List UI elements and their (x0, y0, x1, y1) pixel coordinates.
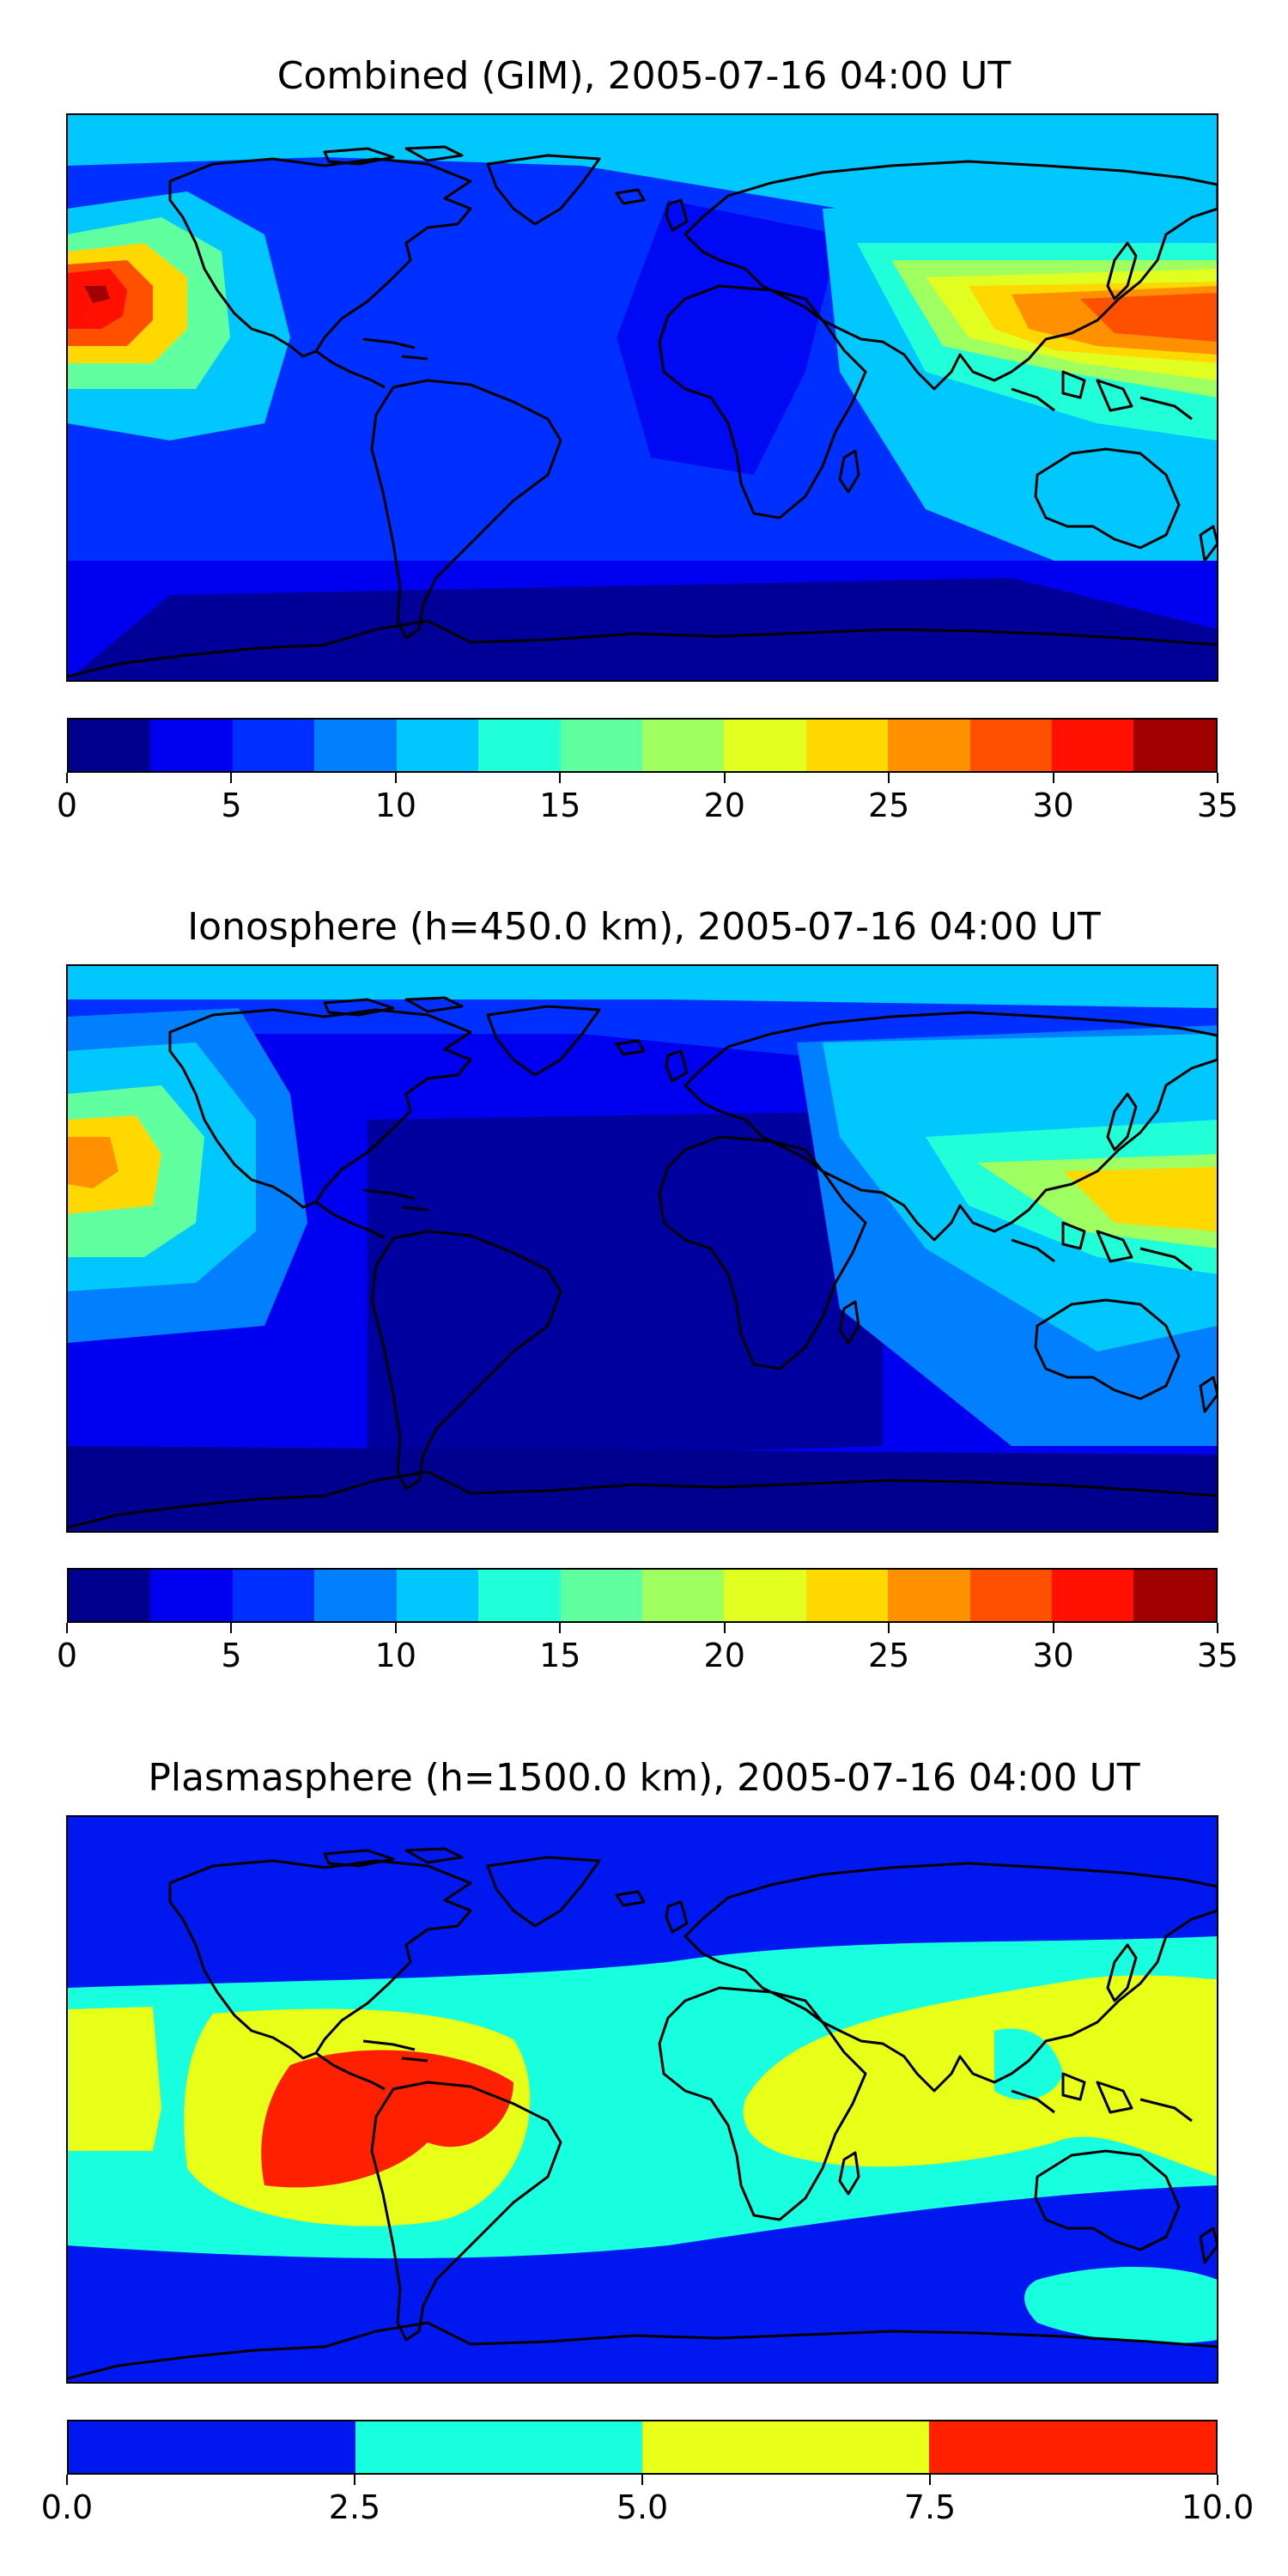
colorbar-segment (69, 720, 151, 771)
panel-title-combined: Combined (GIM), 2005-07-16 04:00 UT (276, 54, 1012, 98)
colorbar-segment (888, 1570, 970, 1621)
colorbar-segment (314, 1570, 397, 1621)
colorbar-tick-label: 10 (374, 1637, 417, 1674)
map-combined (67, 114, 1218, 681)
map-plasmasphere-frame (66, 1815, 1218, 2384)
colorbar-plasmasphere-ticks: 0.0 2.5 5.0 7.5 10.0 (41, 2475, 1254, 2526)
colorbar-tick (723, 773, 726, 783)
colorbar-tick (888, 1623, 890, 1633)
colorbar-tick (230, 773, 233, 783)
colorbar-tick-label: 10.0 (1181, 2488, 1255, 2526)
colorbar-tick (1217, 773, 1218, 783)
colorbar-tick-label: 5.0 (616, 2488, 669, 2526)
colorbar-segment (969, 1570, 1053, 1621)
colorbar-segment (724, 1570, 806, 1621)
colorbar-tick-label: 35 (1196, 787, 1239, 824)
colorbar-tick (1052, 1623, 1054, 1633)
colorbar-tick-label: 30 (1032, 1637, 1074, 1674)
colorbar-segment (929, 2421, 1216, 2473)
colorbar-combined (67, 718, 1218, 773)
colorbar-tick (723, 1623, 726, 1633)
colorbar-tick-label: 0 (56, 1637, 78, 1674)
colorbar-segment (150, 1570, 233, 1621)
colorbar-ionosphere-ticks: 0 5 10 15 20 25 30 35 (57, 1623, 1238, 1674)
colorbar-segment (642, 2421, 929, 2473)
colorbar-segment (355, 2421, 642, 2473)
colorbar-tick-label: 25 (867, 787, 910, 824)
map-ionosphere-frame (66, 964, 1218, 1533)
colorbar-segment (232, 720, 315, 771)
colorbar-segment (478, 1570, 561, 1621)
colorbar-tick (1217, 1623, 1218, 1633)
colorbar-tick-label: 2.5 (328, 2488, 381, 2526)
colorbar-segment (478, 720, 561, 771)
colorbar-tick-label: 15 (539, 787, 581, 824)
colorbar-tick (66, 1623, 68, 1633)
colorbar-segment (641, 1570, 725, 1621)
colorbar-combined-ticks: 0 5 10 15 20 25 30 35 (57, 773, 1238, 824)
colorbar-segment (69, 2421, 355, 2473)
colorbar-tick (888, 773, 890, 783)
map-plasmasphere (67, 1816, 1218, 2383)
colorbar-segment (69, 1570, 151, 1621)
colorbar-tick (354, 2475, 355, 2485)
colorbar-segment (888, 720, 970, 771)
colorbar-segment (805, 720, 889, 771)
colorbar-tick-label: 35 (1196, 1637, 1239, 1674)
colorbar-tick-label: 25 (867, 1637, 910, 1674)
colorbar-tick (1217, 2475, 1218, 2485)
colorbar-ionosphere (67, 1568, 1218, 1623)
colorbar-segment (396, 720, 479, 771)
colorbar-tick-label: 7.5 (903, 2488, 957, 2526)
colorbar-tick (66, 2475, 68, 2485)
map-ionosphere (67, 965, 1218, 1532)
colorbar-tick (559, 1623, 562, 1633)
colorbar-tick-label: 15 (539, 1637, 581, 1674)
colorbar-tick-label: 5 (221, 1637, 242, 1674)
colorbar-tick-label: 0.0 (40, 2488, 94, 2526)
colorbar-tick (394, 773, 397, 783)
colorbar-segment (560, 720, 642, 771)
colorbar-tick-label: 20 (703, 787, 745, 824)
colorbar-tick (559, 773, 562, 783)
colorbar-segment (150, 720, 233, 771)
colorbar-tick (929, 2475, 931, 2485)
panel-title-plasmasphere: Plasmasphere (h=1500.0 km), 2005-07-16 0… (148, 1756, 1140, 1800)
colorbar-segment (969, 720, 1053, 771)
colorbar-tick-label: 5 (221, 787, 242, 824)
colorbar-tick-label: 10 (374, 787, 417, 824)
colorbar-tick-label: 20 (703, 1637, 745, 1674)
colorbar-segment (560, 1570, 642, 1621)
colorbar-segment (1133, 1570, 1216, 1621)
colorbar-tick (394, 1623, 397, 1633)
panel-title-ionosphere: Ionosphere (h=450.0 km), 2005-07-16 04:0… (187, 905, 1101, 949)
colorbar-segment (724, 720, 806, 771)
colorbar-segment (314, 720, 397, 771)
colorbar-segment (805, 1570, 889, 1621)
map-combined-frame (66, 113, 1218, 682)
colorbar-tick (66, 773, 68, 783)
colorbar-segment (232, 1570, 315, 1621)
colorbar-tick-label: 30 (1032, 787, 1074, 824)
colorbar-tick (1052, 773, 1054, 783)
colorbar-tick-label: 0 (56, 787, 78, 824)
colorbar-segment (641, 720, 725, 771)
colorbar-segment (1133, 720, 1216, 771)
colorbar-tick (641, 2475, 643, 2485)
colorbar-plasmasphere (67, 2420, 1218, 2475)
colorbar-segment (396, 1570, 479, 1621)
colorbar-segment (1052, 1570, 1134, 1621)
colorbar-tick (230, 1623, 233, 1633)
colorbar-segment (1052, 720, 1134, 771)
